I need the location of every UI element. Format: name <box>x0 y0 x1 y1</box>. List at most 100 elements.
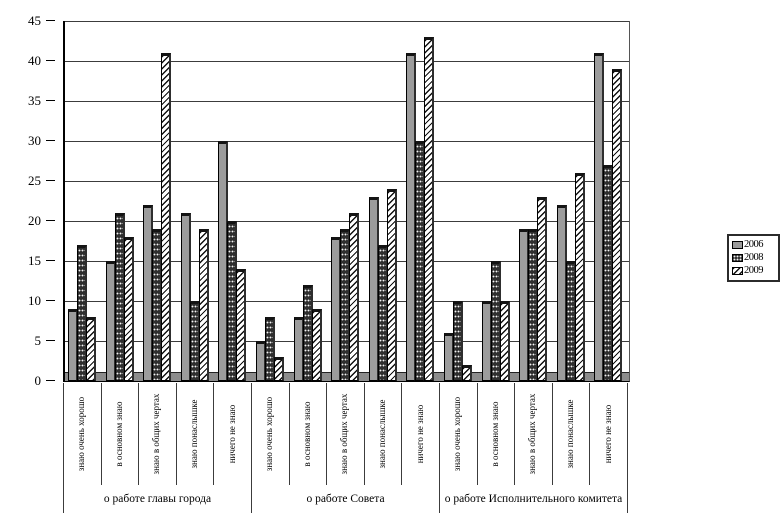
bar-cluster <box>441 21 479 381</box>
bar-cluster <box>215 21 253 381</box>
category-cell: в основном знаю <box>478 383 516 485</box>
bar-2009 <box>198 229 209 381</box>
y-axis-tick <box>46 60 55 61</box>
y-axis-tick <box>46 20 55 21</box>
category-cell: ничего не знаю <box>214 383 252 485</box>
legend-entry: 2009 <box>732 265 776 276</box>
category-cell: в основном знаю <box>290 383 328 485</box>
category-label: знаю понаслышке <box>189 399 200 469</box>
category-label: ничего не знаю <box>226 404 237 464</box>
y-axis-label: 15 <box>28 253 41 268</box>
y-axis-tick <box>46 260 55 261</box>
plot-area <box>63 21 630 382</box>
category-label: в основном знаю <box>489 401 500 467</box>
bar-cluster <box>140 21 178 381</box>
category-label: знаю понаслышке <box>377 399 388 469</box>
y-axis-label: 35 <box>28 93 41 108</box>
group-label: о работе Исполнительного комитета <box>444 493 623 505</box>
bar-2009 <box>236 269 247 381</box>
category-label: знаю очень хорошо <box>452 396 463 472</box>
group-label: о работе главы города <box>103 493 212 505</box>
category-cell: знаю в общих чертах <box>327 383 365 485</box>
bar-2009 <box>424 37 435 381</box>
legend-entry: 2008 <box>732 252 776 263</box>
group-cell: о работе Совета <box>252 485 440 513</box>
y-axis-label: 0 <box>34 373 42 388</box>
bar-2009 <box>537 197 548 381</box>
category-label: знаю очень хорошо <box>264 396 275 472</box>
category-label: знаю понаслышке <box>565 399 576 469</box>
legend-swatch-2008 <box>732 254 743 262</box>
legend-entry: 2006 <box>732 239 776 250</box>
bar-cluster <box>103 21 141 381</box>
group-label: о работе Совета <box>306 493 385 505</box>
category-cell: знаю понаслышке <box>365 383 403 485</box>
bar-2009 <box>574 173 585 381</box>
bar-2009 <box>86 317 96 381</box>
bar-cluster <box>366 21 404 381</box>
category-label: знаю в общих чертах <box>527 393 538 475</box>
bar-cluster <box>516 21 554 381</box>
category-label: знаю очень хорошо <box>76 396 87 472</box>
bar-cluster <box>178 21 216 381</box>
legend-label: 2009 <box>744 265 764 276</box>
bar-2009 <box>311 309 322 381</box>
bar-cluster <box>554 21 592 381</box>
y-axis: 0 5 10 15 20 25 30 35 40 45 <box>0 14 55 388</box>
bar-2008 <box>77 245 87 381</box>
category-label: ничего не знаю <box>414 404 425 464</box>
category-label: в основном знаю <box>301 401 312 467</box>
y-axis-label: 20 <box>28 213 41 228</box>
category-label: ничего не знаю <box>602 404 613 464</box>
category-cell: знаю очень хорошо <box>64 383 102 485</box>
category-cell: знаю очень хорошо <box>252 383 290 485</box>
category-label: знаю в общих чертах <box>151 393 162 475</box>
y-axis-label: 30 <box>28 133 41 148</box>
category-cell: ничего не знаю <box>590 383 628 485</box>
y-axis-tick <box>46 140 55 141</box>
bar-2009 <box>499 301 510 381</box>
bar-cluster <box>479 21 517 381</box>
legend-label: 2006 <box>744 239 764 250</box>
category-cell: знаю понаслышке <box>553 383 591 485</box>
group-cell: о работе главы города <box>64 485 252 513</box>
category-label: знаю в общих чертах <box>339 393 350 475</box>
category-cell: знаю в общих чертах <box>139 383 177 485</box>
y-axis-label: 10 <box>28 293 41 308</box>
y-axis-tick <box>46 300 55 301</box>
y-axis-label: 40 <box>28 53 41 68</box>
y-axis-tick <box>46 340 55 341</box>
bar-2008 <box>264 317 275 381</box>
bar-2009 <box>273 357 284 381</box>
y-axis-label: 5 <box>34 333 42 348</box>
bar-series-container <box>65 21 629 381</box>
bar-2009 <box>461 365 472 381</box>
category-label: в основном знаю <box>113 401 124 467</box>
category-cell: знаю в общих чертах <box>515 383 553 485</box>
legend-swatch-2006 <box>732 241 743 249</box>
legend-label: 2008 <box>744 252 764 263</box>
bar-cluster <box>253 21 291 381</box>
legend-swatch-2009 <box>732 267 743 275</box>
bar-cluster <box>65 21 103 381</box>
y-axis-label: 45 <box>28 13 41 28</box>
x-axis-category-labels: знаю очень хорошо в основном знаю знаю в о… <box>63 383 628 485</box>
bar-2009 <box>386 189 397 381</box>
y-axis-tick <box>46 380 55 381</box>
category-cell: знаю понаслышке <box>177 383 215 485</box>
bar-2008 <box>452 301 463 381</box>
category-cell: знаю очень хорошо <box>440 383 478 485</box>
y-axis-tick <box>46 220 55 221</box>
legend: 2006 2008 2009 <box>727 234 780 282</box>
bar-2009 <box>349 213 360 381</box>
bar-cluster <box>591 21 629 381</box>
bar-cluster <box>403 21 441 381</box>
category-cell: в основном знаю <box>102 383 140 485</box>
bar-2009 <box>161 53 172 381</box>
y-axis-tick <box>46 180 55 181</box>
bar-2009 <box>123 237 134 381</box>
bar-cluster <box>291 21 329 381</box>
y-axis-label: 25 <box>28 173 41 188</box>
bar-2009 <box>612 69 623 381</box>
